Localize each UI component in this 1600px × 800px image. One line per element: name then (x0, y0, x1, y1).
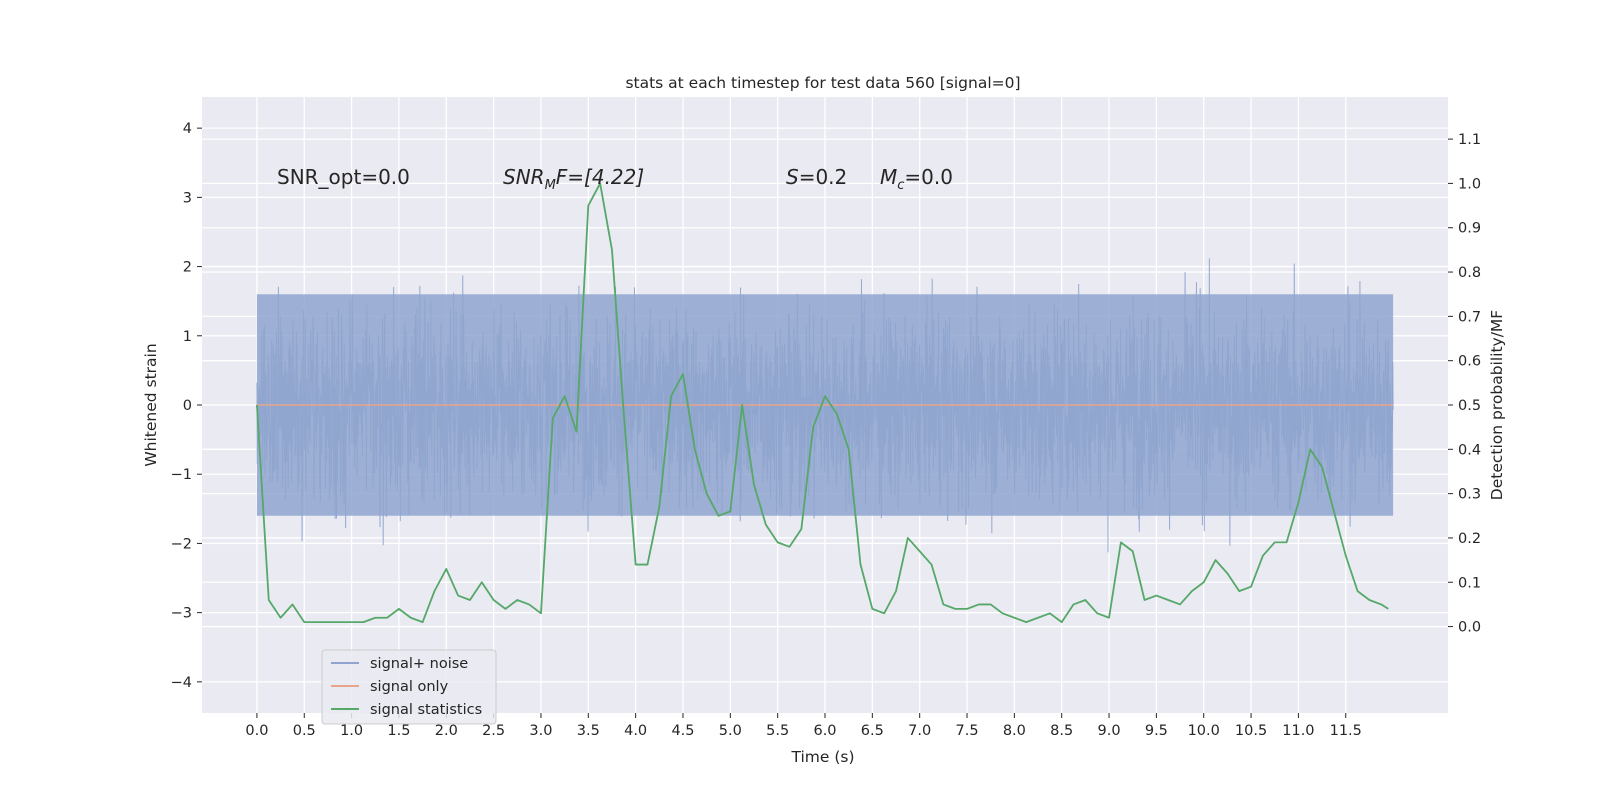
x-tick-label: 3.0 (529, 723, 552, 739)
x-tick-label: 5.0 (719, 723, 742, 739)
annotations: SNR_opt=0.0 SNRMF=[4.22] S=0.2 Mc=0.0 (277, 165, 953, 193)
x-tick-label: 0.5 (293, 723, 316, 739)
x-tick-label: 10.5 (1235, 723, 1267, 739)
right-tick-label: 1.1 (1458, 132, 1481, 148)
x-tick-label: 0.0 (245, 723, 268, 739)
right-tick-label: 0.9 (1458, 221, 1481, 237)
left-tick-label: 4 (183, 121, 192, 137)
x-tick-label: 4.0 (624, 723, 647, 739)
x-tick-label: 11.5 (1330, 723, 1362, 739)
annotation-s: S=0.2 (786, 165, 847, 189)
right-tick-label: 0.6 (1458, 354, 1481, 370)
right-tick-label: 0.2 (1458, 531, 1481, 547)
x-tick-label: 9.5 (1145, 723, 1168, 739)
series-signal-statistics (256, 182, 1389, 624)
x-tick-label: 7.0 (908, 723, 931, 739)
legend-label-signal-only: signal only (370, 679, 449, 695)
x-tick-label: 7.5 (955, 723, 978, 739)
left-axis-ticks: 4 3 2 1 0 −1 −2 −3 −4 (171, 121, 202, 691)
legend-label-signal-noise: signal+ noise (370, 656, 468, 672)
annotation-snr-mf: SNRMF=[4.22] (503, 165, 644, 193)
right-axis-ticks: 1.1 1.0 0.9 0.8 0.7 0.6 0.5 0.4 0.3 0.2 0.1 0.0 (1448, 132, 1481, 636)
x-axis-ticks: 0.0 0.5 1.0 1.5 2.0 2.5 3.0 3.5 4.0 4.5 5.0 5.5 6.0 6… (245, 713, 1362, 739)
x-axis-title: Time (s) (790, 748, 854, 766)
right-tick-label: 0.3 (1458, 487, 1481, 503)
right-tick-label: 0.1 (1458, 575, 1481, 591)
x-tick-label: 2.5 (482, 723, 505, 739)
x-tick-label: 9.0 (1098, 723, 1121, 739)
signal-statistics-line (256, 182, 1389, 624)
x-tick-label: 1.0 (340, 723, 363, 739)
legend-box (321, 649, 497, 725)
right-tick-label: 0.7 (1458, 309, 1481, 325)
x-tick-label: 5.5 (766, 723, 789, 739)
noise-line (256, 258, 1394, 553)
right-y-axis-title: Detection probability/MF (1488, 310, 1506, 501)
x-tick-label: 11.0 (1282, 723, 1314, 739)
x-tick-label: 4.5 (671, 723, 694, 739)
right-tick-label: 1.0 (1458, 176, 1481, 192)
left-tick-label: −1 (171, 467, 192, 483)
x-tick-label: 10.0 (1188, 723, 1220, 739)
legend-label-signal-statistics: signal statistics (370, 702, 482, 718)
right-tick-label: 0.5 (1458, 398, 1481, 414)
x-tick-label: 6.0 (813, 723, 836, 739)
left-tick-label: 1 (183, 329, 192, 345)
right-tick-label: 0.0 (1458, 620, 1481, 636)
left-y-axis-title: Whitened strain (142, 343, 160, 466)
left-tick-label: −2 (171, 536, 192, 552)
left-tick-label: 3 (183, 190, 192, 206)
x-tick-label: 8.5 (1050, 723, 1073, 739)
chart-title: stats at each timestep for test data 560… (625, 74, 1020, 92)
right-tick-label: 0.8 (1458, 265, 1481, 281)
left-tick-label: 2 (183, 260, 192, 276)
annotation-mc: Mc=0.0 (880, 165, 953, 193)
x-tick-label: 1.5 (387, 723, 410, 739)
legend: signal+ noise signal only signal statist… (321, 649, 497, 725)
left-tick-label: −4 (171, 675, 192, 691)
x-tick-label: 6.5 (861, 723, 884, 739)
x-tick-label: 3.5 (577, 723, 600, 739)
x-tick-label: 2.0 (435, 723, 458, 739)
annotation-snr-opt: SNR_opt=0.0 (277, 165, 410, 189)
x-tick-label: 8.0 (1003, 723, 1026, 739)
right-tick-label: 0.4 (1458, 442, 1481, 458)
left-tick-label: −3 (171, 606, 192, 622)
left-tick-label: 0 (183, 398, 192, 414)
